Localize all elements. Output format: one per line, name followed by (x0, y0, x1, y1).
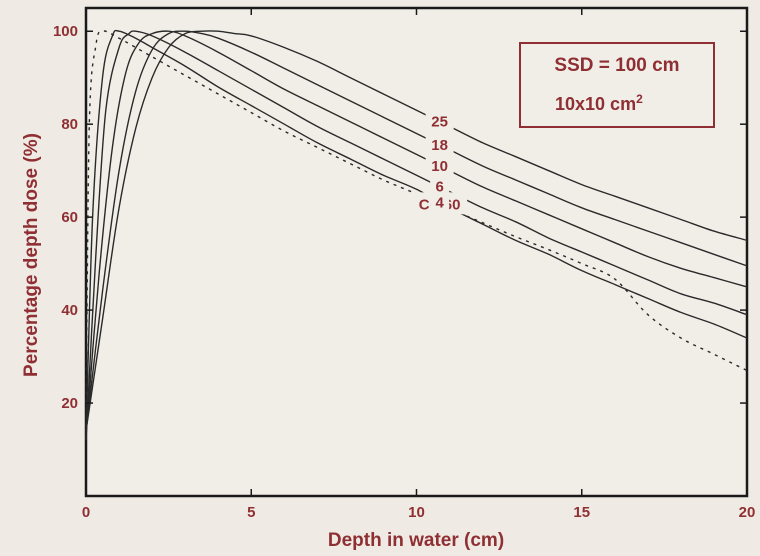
series-label-gap (425, 132, 454, 155)
y-tick-label: 40 (61, 302, 78, 319)
curve-10 (85, 30, 748, 436)
annotation-ssd: SSD = 100 cm (554, 55, 679, 76)
series-label-25: 25 (431, 114, 448, 131)
x-tick-label: 10 (408, 504, 425, 521)
x-axis-title: Depth in water (cm) (328, 530, 504, 551)
y-tick-label: 100 (53, 23, 78, 40)
ticks-group (85, 8, 748, 496)
annotation-box: SSD = 100 cm 10x10 cm2 (519, 42, 715, 128)
curve-6 (85, 30, 748, 441)
curve-25 (85, 30, 748, 432)
curve-co-60 (85, 30, 748, 427)
series-label-gap (425, 109, 454, 132)
annotation-box-frame (519, 42, 715, 128)
series-label-6: 6 (435, 179, 443, 196)
series-label-10: 10 (431, 158, 448, 175)
curve-4 (85, 29, 748, 441)
y-tick-label: 80 (61, 116, 78, 133)
y-tick-label: 20 (61, 395, 78, 412)
tick-labels-group: 0 5 10 15 20 20 40 60 80 100 (53, 23, 755, 521)
x-tick-label: 5 (247, 504, 255, 521)
series-label-18: 18 (431, 137, 448, 154)
y-tick-label: 60 (61, 209, 78, 226)
x-tick-label: 0 (82, 504, 90, 521)
x-tick-label: 20 (739, 504, 756, 521)
annotation-field-size-sup: 2 (636, 92, 643, 106)
curves-group (85, 29, 748, 441)
x-tick-label: 15 (573, 504, 590, 521)
series-label-gap (430, 174, 450, 197)
curve-18 (85, 30, 748, 431)
series-label-gap (425, 153, 454, 176)
series-label-4: 4 (435, 194, 444, 211)
series-labels-group: Co-6046101825 (412, 109, 468, 215)
annotation-field-size-base: 10x10 cm (555, 94, 636, 114)
y-axis-title: Percentage depth dose (%) (21, 133, 42, 377)
annotation-field-size: 10x10 cm2 (555, 92, 643, 114)
